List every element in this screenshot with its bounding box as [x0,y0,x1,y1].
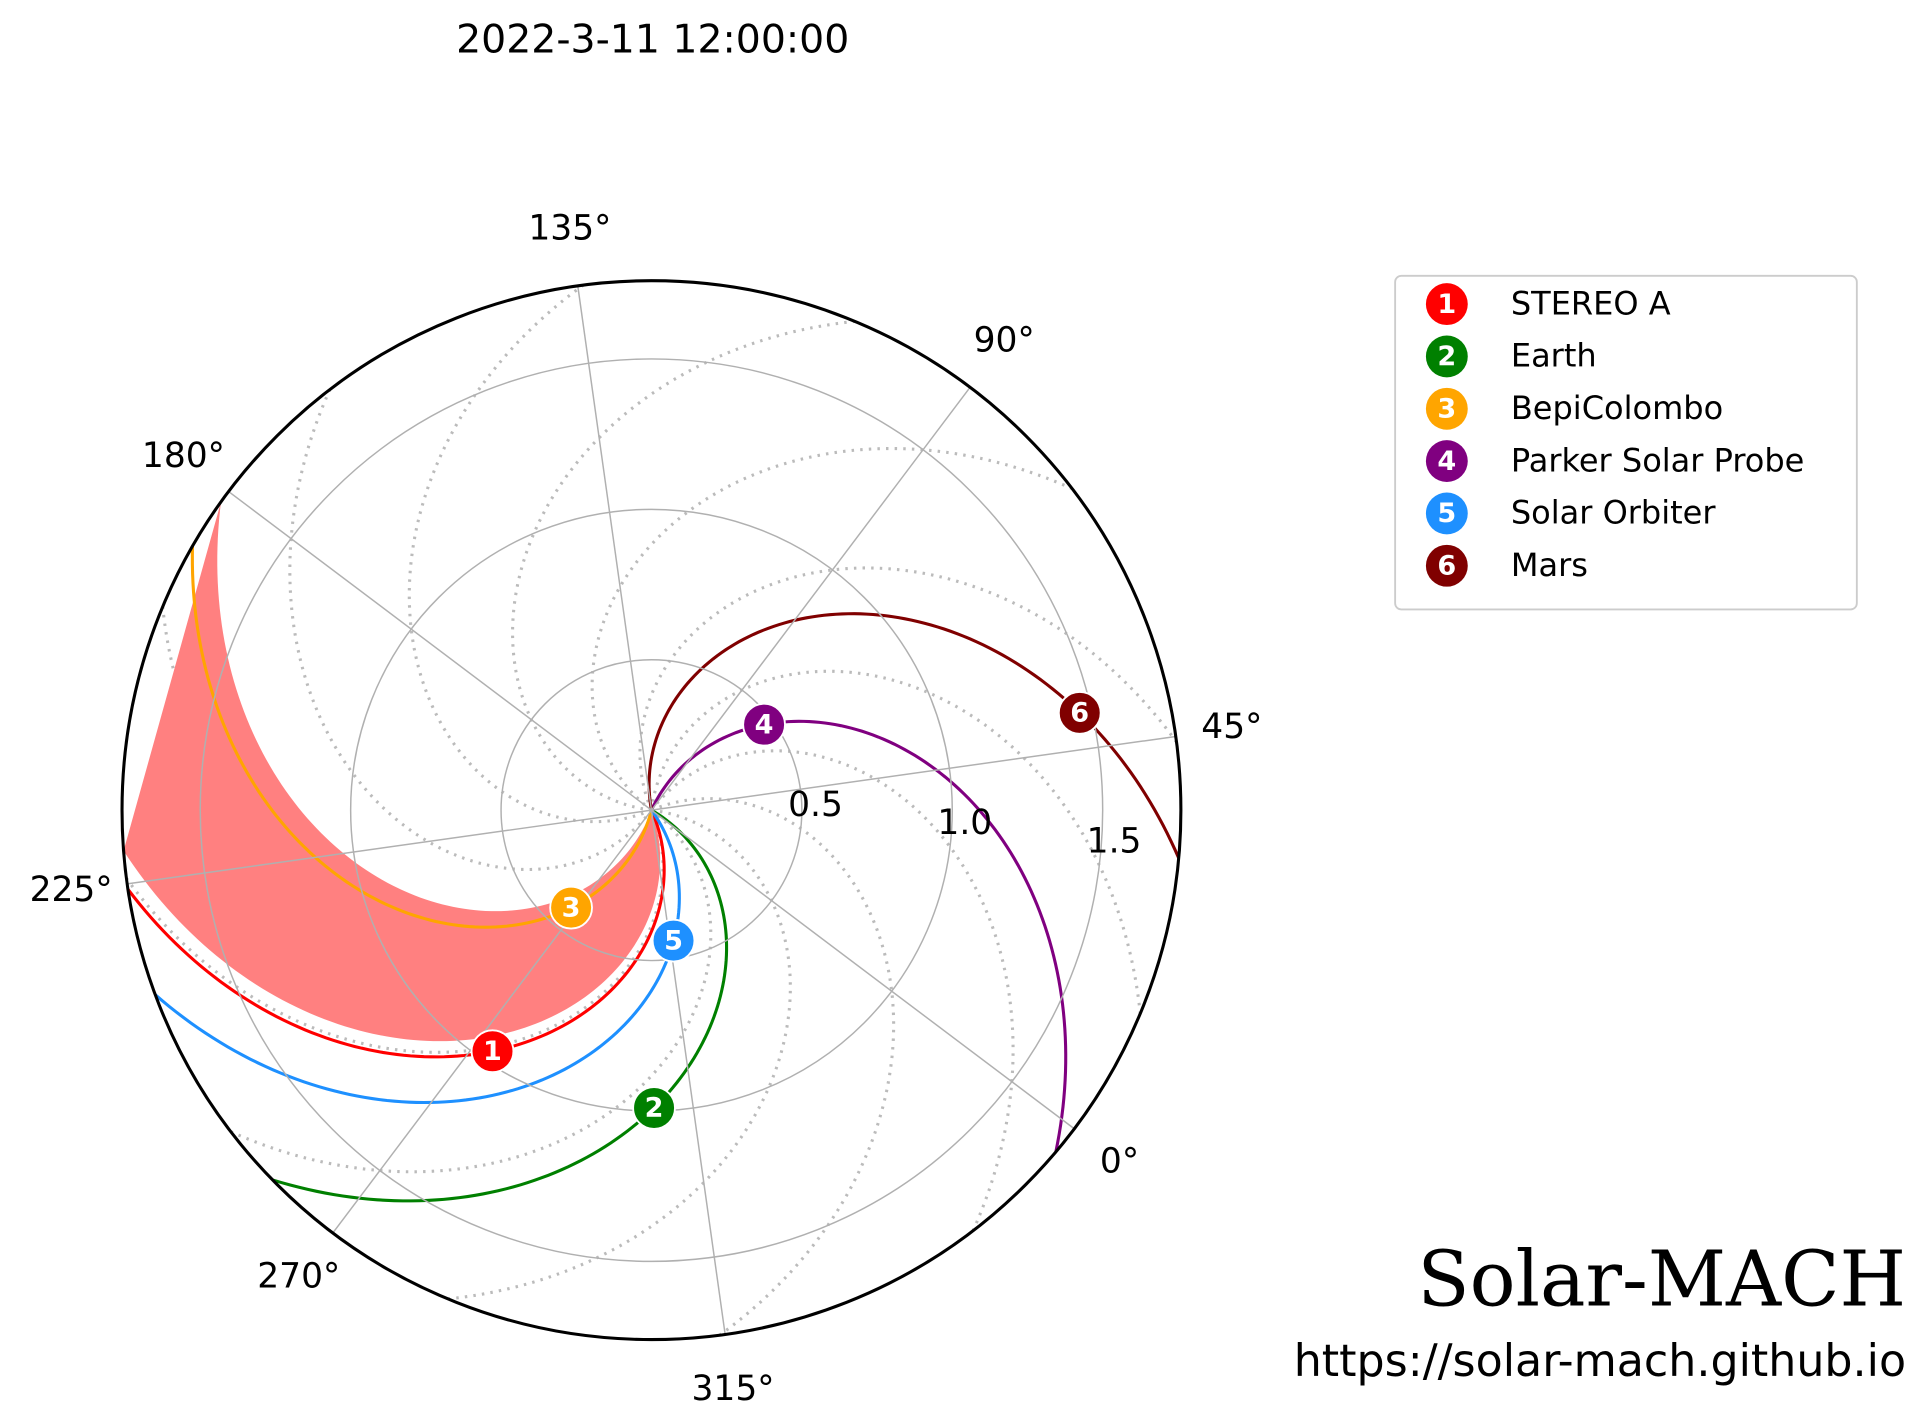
body-marker [549,885,593,930]
grid-spoke [650,386,971,811]
body-number: 3 [562,892,581,923]
background-spiral [125,809,665,1054]
r-tick-label: 1.5 [1087,821,1142,861]
legend-number: 1 [1437,289,1456,320]
r-tick-label: 0.5 [788,785,843,825]
polar-frame [120,279,1183,1342]
grid-spoke [332,809,653,1234]
body-marker [1057,690,1102,735]
legend-label: STEREO A [1511,284,1671,322]
grid-spoke [228,490,652,811]
legend-label: Parker Solar Probe [1511,441,1805,479]
long-sector [123,501,661,1042]
theta-tick-label: 45° [1201,707,1262,747]
theta-tick-label: 315° [692,1369,775,1409]
legend-box [1394,274,1858,611]
body-number: 4 [755,709,774,740]
body-number: 1 [483,1036,502,1067]
legend-label: Earth [1511,337,1597,375]
background-spiral [230,808,713,1174]
legend-label: Mars [1511,546,1588,584]
field-line [272,808,729,1203]
legend-marker [1425,492,1468,535]
grid-spoke [127,809,652,885]
field-line [190,546,653,929]
chart-title: 2022-3-11 12:00:00 [456,16,849,62]
theta-tick-label: 135° [528,208,611,248]
theta-tick-label: 270° [257,1257,340,1297]
legend-number: 4 [1437,446,1456,477]
body-marker [632,1086,676,1130]
body-marker [651,918,696,963]
legend-number: 2 [1437,341,1456,372]
legend-marker [1425,440,1468,483]
grid-circle [199,358,1104,1263]
background-spiral [407,283,653,824]
body-marker [742,702,786,747]
background-spiral [638,566,1178,811]
legend-label: BepiColombo [1511,389,1723,427]
field-line [126,809,666,1059]
grid-spoke [651,809,1075,1130]
legend-number: 6 [1437,550,1456,581]
background-spiral [650,797,896,1337]
body-number: 5 [664,925,683,956]
field-line [650,719,1068,1153]
theta-tick-label: 180° [142,436,225,476]
background-spiral [511,319,856,812]
grid-spoke [650,810,726,1335]
background-spiral [590,446,1073,812]
legend-marker [1425,283,1468,326]
background-spiral [650,749,1015,1232]
background-spiral [649,669,1142,1014]
body-marker [470,1029,515,1074]
grid-spoke [577,285,653,811]
background-spiral [288,388,653,872]
legend-number: 5 [1437,498,1456,529]
grid-circle [500,659,803,962]
footer-url: https://solar-mach.github.io [1294,1336,1906,1387]
background-spiral [447,808,792,1301]
legend-marker [1425,544,1468,587]
field-line [154,809,681,1105]
footer-title: Solar-MACH [1417,1235,1906,1324]
theta-tick-label: 90° [974,321,1035,361]
r-tick-label: 1.0 [937,803,992,843]
theta-tick-label: 0° [1100,1141,1139,1181]
theta-tick-label: 225° [30,870,113,910]
body-number: 2 [645,1093,664,1124]
body-number: 6 [1070,698,1089,729]
legend-marker [1425,335,1468,378]
legend-label: Solar Orbiter [1511,494,1717,532]
legend-number: 3 [1437,394,1456,425]
legend-marker [1425,387,1468,430]
grid-spoke [651,735,1176,811]
